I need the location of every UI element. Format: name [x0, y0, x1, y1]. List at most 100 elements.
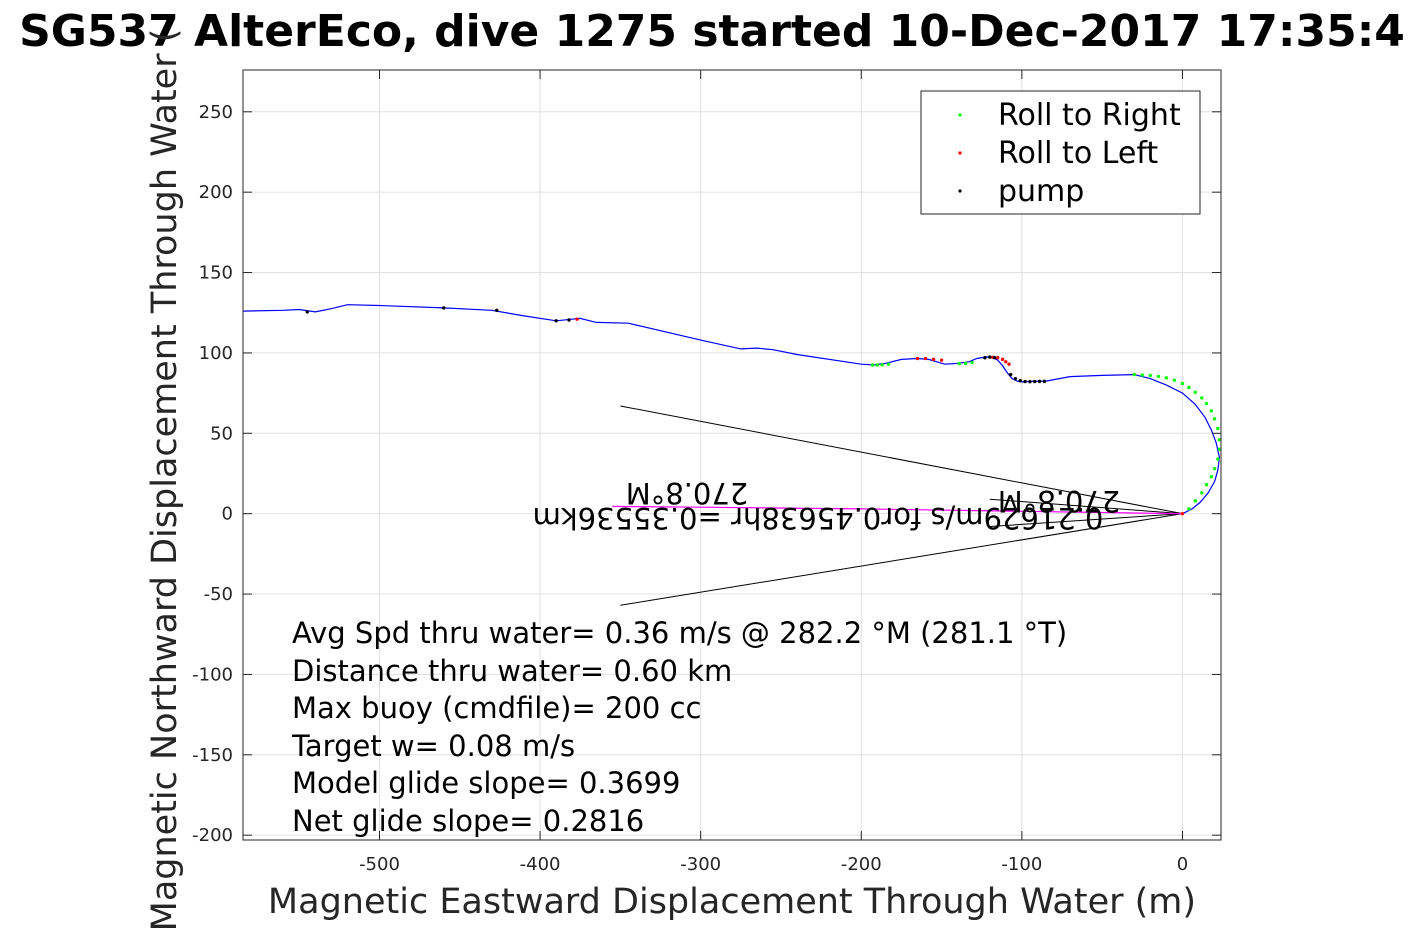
data-point-roll-to-right	[880, 363, 884, 367]
data-point-pump	[305, 310, 309, 314]
stat-avg-speed: Avg Spd thru water= 0.36 m/s @ 282.2 °M …	[292, 616, 1067, 650]
y-tick-label: -100	[192, 664, 233, 685]
data-point-roll-to-right	[1216, 457, 1220, 461]
data-point-pump	[554, 319, 558, 323]
data-point-roll-to-right	[886, 362, 891, 366]
data-point-roll-to-right	[1193, 499, 1198, 503]
data-point-roll-to-right	[1140, 373, 1145, 377]
x-tick-label: -500	[359, 854, 400, 875]
data-point-pump	[1042, 379, 1047, 384]
series-markers	[305, 306, 1222, 516]
current-wedge-line	[620, 405, 1183, 515]
series-line-surface-line	[612, 505, 1183, 515]
data-point-roll-to-right	[1217, 438, 1222, 442]
x-tick-label: 0	[1177, 854, 1188, 875]
data-point-roll-to-right	[1148, 373, 1153, 378]
stat-max-buoy: Max buoy (cmdfile)= 200 cc	[292, 691, 701, 725]
data-point-roll-to-left	[1004, 360, 1008, 364]
legend-label-roll-left: Roll to Left	[998, 136, 1158, 171]
data-point-roll-to-left	[996, 356, 1000, 360]
legend-box	[920, 90, 1201, 215]
data-point-roll-to-right	[970, 360, 974, 365]
data-point-roll-to-left	[575, 317, 579, 321]
data-point-roll-to-right	[1172, 378, 1177, 382]
chart-title: SG537 AlterEco, dive 1275 started 10-Dec…	[19, 6, 1405, 57]
series-lines	[242, 304, 1221, 515]
data-point-roll-to-left	[1000, 357, 1005, 362]
data-point-roll-to-right	[870, 363, 875, 367]
current-arrow-line	[989, 498, 1183, 515]
data-point-pump	[988, 355, 992, 359]
data-point-pump	[1037, 379, 1042, 384]
data-point-pump	[983, 356, 987, 360]
stat-target-w: Target w= 0.08 m/s	[291, 729, 575, 763]
stat-distance: Distance thru water= 0.60 km	[292, 654, 732, 688]
x-tick-label: -200	[841, 854, 882, 875]
data-point-pump	[1018, 379, 1022, 383]
y-tick-label: 250	[199, 102, 233, 123]
stat-model-glide-slope: Model glide slope= 0.3699	[292, 766, 680, 800]
stat-net-glide-slope: Net glide slope= 0.2816	[292, 804, 644, 838]
data-point-roll-to-right	[1209, 475, 1214, 479]
y-tick-label: -50	[204, 584, 233, 605]
data-point-roll-to-left	[923, 356, 928, 361]
current-arrow-line	[989, 513, 1183, 528]
data-point-roll-to-right	[1217, 447, 1222, 452]
data-point-pump	[1028, 379, 1032, 384]
current-speed-annotation: 0.21629m/s for0.45638hr =0.35536km	[533, 501, 1104, 535]
data-point-roll-to-right	[1209, 409, 1214, 413]
x-tick-label: -100	[1001, 854, 1042, 875]
data-point-roll-to-left	[1007, 362, 1011, 366]
data-point-roll-to-right	[1187, 385, 1191, 390]
data-point-roll-to-right	[1200, 491, 1204, 495]
y-tick-label: 200	[199, 182, 233, 203]
tick-labels: -500 -400 -300 -200 -100 0-200-150-100-500501…	[192, 102, 1188, 875]
y-axis-label: Magnetic Northward Displacement Through …	[145, 29, 185, 932]
heading-annotation: 270.8°M	[626, 476, 749, 510]
data-point-roll-to-right	[1212, 417, 1217, 421]
y-tick-label: 100	[199, 343, 233, 364]
data-point-roll-to-right	[1212, 466, 1217, 471]
series-line-track	[242, 304, 1221, 515]
legend-label-roll-right: Roll to Right	[998, 98, 1181, 133]
current-annotations: 0.21629m/s for0.45638hr =0.35536km270.8°…	[533, 476, 1121, 535]
current-heading-annotation: 270.8°M	[998, 484, 1121, 518]
data-point-roll-to-right	[1204, 401, 1209, 406]
current-wedge-line	[620, 513, 1183, 606]
x-axis-label: Magnetic Eastward Displacement Through W…	[268, 882, 1196, 922]
x-tick-label: -300	[680, 854, 721, 875]
y-tick-label: 0	[222, 504, 233, 525]
data-point-pump	[495, 308, 499, 313]
y-tick-label: 50	[210, 423, 233, 444]
x-tick-label: -400	[520, 854, 561, 875]
data-point-roll-to-right	[1187, 507, 1191, 511]
data-point-roll-to-right	[1180, 381, 1185, 386]
data-point-pump	[1013, 376, 1018, 381]
data-point-roll-to-left	[939, 358, 944, 362]
current-wedge	[620, 405, 1183, 606]
data-point-roll-to-left	[915, 356, 920, 361]
legend-marker-roll-left	[958, 151, 962, 155]
legend-marker-roll-right	[958, 113, 962, 117]
axes-box	[242, 69, 1222, 841]
data-point-pump	[1033, 379, 1037, 384]
dive-stats: Avg Spd thru water= 0.36 m/s @ 282.2 °M …	[291, 616, 1067, 838]
data-point-roll-to-right	[963, 361, 968, 366]
data-point-roll-to-right	[875, 363, 880, 367]
legend-marker-pump	[958, 189, 962, 193]
data-point-roll-to-right	[1164, 376, 1169, 380]
y-tick-label: -200	[192, 825, 233, 846]
data-point-pump	[1023, 379, 1027, 384]
data-point-roll-to-right	[1216, 426, 1220, 431]
data-point-pump	[1008, 372, 1013, 377]
data-point-roll-to-right	[1193, 390, 1198, 395]
legend-label-pump: pump	[998, 174, 1084, 209]
axis-ticks	[243, 70, 1221, 840]
data-point-roll-to-right	[1204, 483, 1209, 487]
data-point-roll-to-right	[957, 361, 961, 366]
data-point-roll-to-right	[1156, 374, 1161, 379]
data-point-roll-to-left	[1180, 511, 1185, 516]
data-point-pump	[442, 306, 446, 310]
data-point-roll-to-right	[1132, 372, 1136, 377]
